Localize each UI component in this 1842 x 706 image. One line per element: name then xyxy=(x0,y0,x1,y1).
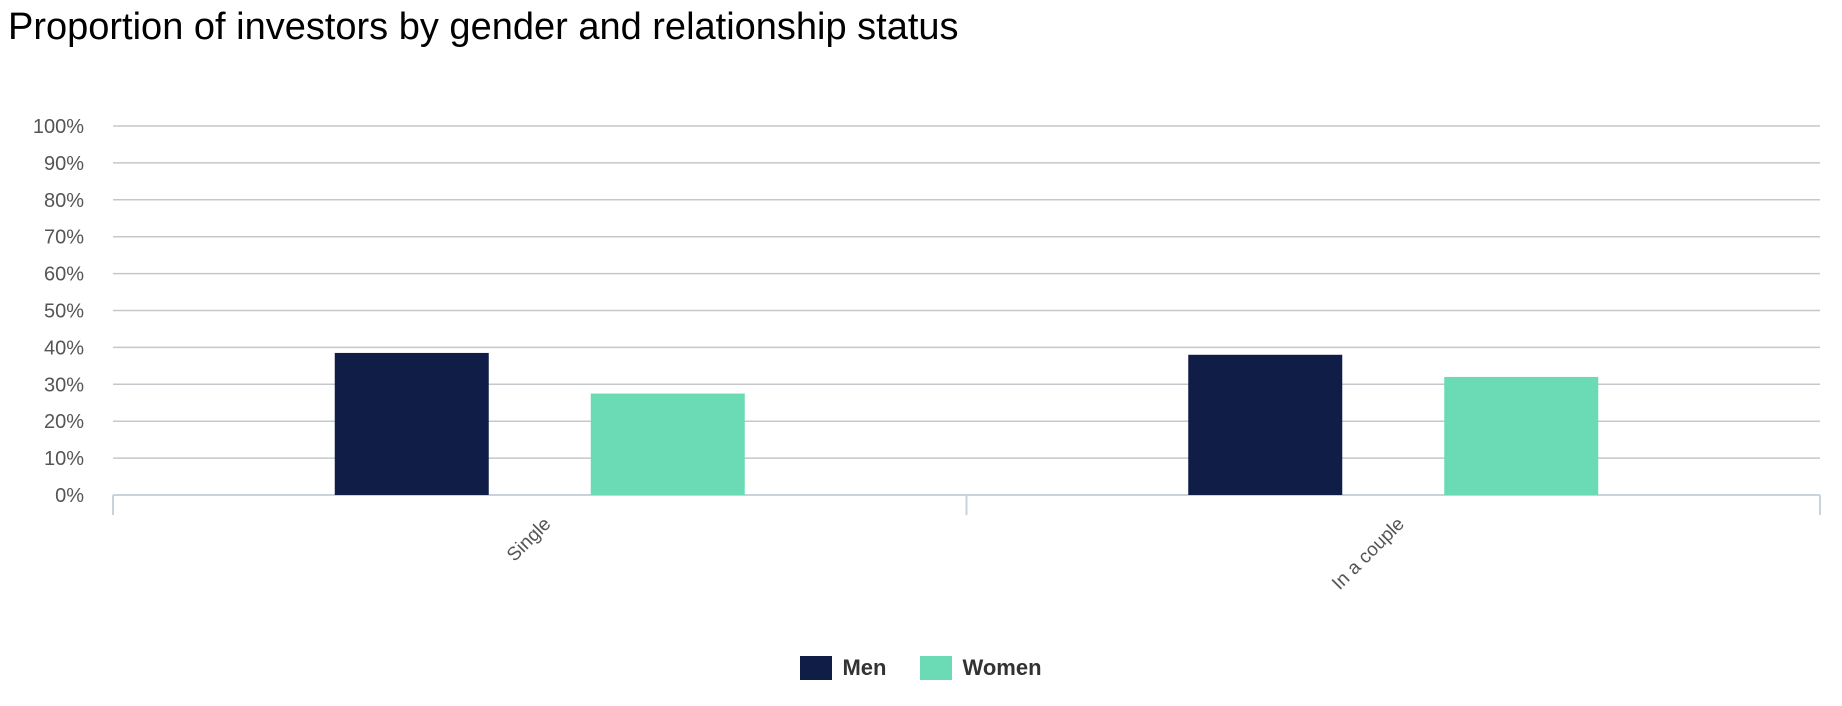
y-tick-label: 100% xyxy=(33,116,84,138)
chart-title: Proportion of investors by gender and re… xyxy=(8,6,959,48)
bar-chart: 0% 10% 20% 30% 40% 50% 60% 70% 80% 90% 100% Single… xyxy=(33,116,1821,595)
legend-item-men[interactable]: Men xyxy=(800,655,886,681)
x-axis xyxy=(112,494,1821,515)
y-tick-label: 80% xyxy=(44,190,84,212)
legend: Men Women xyxy=(0,655,1842,681)
y-tick-label: 20% xyxy=(44,411,84,433)
bars xyxy=(334,352,1599,495)
y-tick-label: 50% xyxy=(44,301,84,323)
x-category-label: Single xyxy=(503,514,555,566)
bar-women-in-a-couple[interactable] xyxy=(1444,376,1599,495)
y-tick-label: 70% xyxy=(44,227,84,249)
legend-label-women: Women xyxy=(962,655,1042,680)
legend-swatch-men xyxy=(800,656,833,680)
x-axis-categories: Single In a couple xyxy=(503,514,1409,595)
legend-label-men: Men xyxy=(842,655,887,680)
y-tick-label: 30% xyxy=(44,374,84,396)
y-tick-label: 10% xyxy=(44,448,84,470)
legend-swatch-women xyxy=(920,656,953,680)
bar-men-single[interactable] xyxy=(334,352,489,495)
y-tick-label: 90% xyxy=(44,153,84,175)
bar-women-single[interactable] xyxy=(590,393,745,495)
legend-item-women[interactable]: Women xyxy=(920,655,1042,681)
bar-men-in-a-couple[interactable] xyxy=(1188,354,1343,495)
y-tick-label: 40% xyxy=(44,337,84,359)
y-tick-label: 0% xyxy=(55,485,84,507)
x-category-label: In a couple xyxy=(1328,514,1409,595)
y-tick-label: 60% xyxy=(44,264,84,286)
y-axis-ticks: 0% 10% 20% 30% 40% 50% 60% 70% 80% 90% 100% xyxy=(33,116,84,507)
